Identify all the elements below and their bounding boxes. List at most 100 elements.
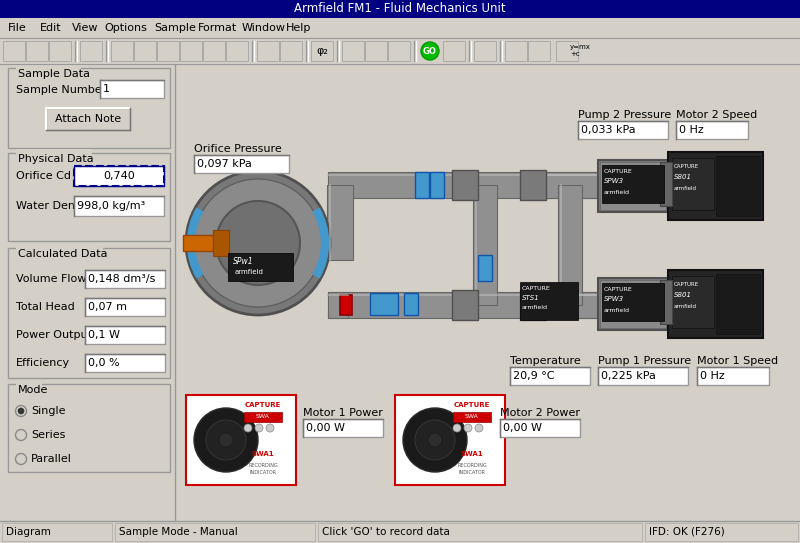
Bar: [520, 290, 546, 320]
Text: armfield: armfield: [674, 186, 697, 191]
Bar: [598, 160, 668, 212]
Text: RECORDING: RECORDING: [248, 463, 278, 468]
Bar: [49, 41, 71, 61]
Text: SWA: SWA: [256, 414, 270, 420]
Bar: [303, 419, 383, 437]
Text: 0,148 dm³/s: 0,148 dm³/s: [88, 274, 155, 284]
Circle shape: [428, 433, 442, 447]
Bar: [556, 41, 578, 61]
Bar: [16, 149, 91, 158]
Bar: [74, 196, 164, 216]
Text: Volume Flow: Volume Flow: [16, 274, 86, 284]
Text: 0,07 m: 0,07 m: [88, 302, 127, 312]
Circle shape: [421, 42, 439, 60]
Bar: [318, 523, 642, 541]
Text: 0,00 W: 0,00 W: [503, 423, 542, 433]
Bar: [228, 253, 293, 281]
Text: armfield: armfield: [604, 308, 630, 313]
Text: 20,9 °C: 20,9 °C: [513, 371, 554, 381]
Text: Efficiency: Efficiency: [16, 358, 70, 368]
Text: CAPTURE: CAPTURE: [522, 286, 550, 291]
Text: φ₂: φ₂: [316, 46, 328, 56]
Text: 0,1 W: 0,1 W: [88, 330, 120, 340]
Circle shape: [194, 408, 258, 472]
Text: armfield: armfield: [522, 305, 548, 310]
Text: INDICATOR: INDICATOR: [250, 470, 277, 475]
Bar: [194, 155, 289, 173]
Text: Water Density: Water Density: [16, 201, 95, 211]
Text: SWA1: SWA1: [461, 451, 483, 457]
Text: Attach Note: Attach Note: [55, 114, 121, 124]
Bar: [340, 295, 352, 315]
Text: armfield: armfield: [604, 190, 630, 195]
Bar: [528, 41, 550, 61]
Text: Options: Options: [104, 23, 147, 33]
Bar: [672, 276, 714, 328]
Bar: [257, 41, 279, 61]
Bar: [598, 278, 668, 330]
Bar: [26, 41, 48, 61]
Text: armfield: armfield: [674, 304, 697, 309]
Text: INDICATOR: INDICATOR: [458, 470, 486, 475]
Bar: [8, 384, 170, 472]
Text: Sample Number: Sample Number: [16, 85, 106, 95]
Bar: [668, 270, 763, 338]
Text: CAPTURE: CAPTURE: [604, 287, 633, 292]
Text: 1: 1: [103, 84, 110, 94]
Bar: [328, 172, 628, 198]
Circle shape: [219, 433, 233, 447]
Circle shape: [266, 424, 274, 432]
Bar: [645, 523, 798, 541]
Text: 0,00 W: 0,00 W: [306, 423, 345, 433]
Bar: [85, 354, 165, 372]
Text: 0,740: 0,740: [103, 171, 135, 181]
Bar: [280, 41, 302, 61]
Text: Pump 2 Pressure: Pump 2 Pressure: [578, 110, 671, 120]
Bar: [0, 0, 800, 18]
Text: S801: S801: [674, 174, 692, 180]
Bar: [600, 280, 666, 328]
Text: Diagram: Diagram: [6, 527, 51, 537]
Text: RECORDING: RECORDING: [457, 463, 487, 468]
Circle shape: [475, 424, 483, 432]
Bar: [520, 282, 578, 320]
Bar: [342, 41, 364, 61]
Bar: [388, 41, 410, 61]
Bar: [16, 244, 102, 253]
Circle shape: [194, 179, 322, 307]
Bar: [672, 158, 714, 210]
Text: CAPTURE: CAPTURE: [604, 169, 633, 174]
Text: SWA1: SWA1: [252, 451, 274, 457]
Text: 998,0 kg/m³: 998,0 kg/m³: [77, 201, 146, 211]
Bar: [453, 412, 491, 422]
Text: GO: GO: [423, 47, 437, 55]
Bar: [226, 41, 248, 61]
Text: 0,225 kPa: 0,225 kPa: [601, 371, 656, 381]
Text: Motor 1 Power: Motor 1 Power: [303, 408, 383, 418]
Text: 0,033 kPa: 0,033 kPa: [581, 125, 636, 135]
Bar: [244, 412, 282, 422]
Bar: [0, 521, 800, 543]
Bar: [115, 523, 315, 541]
Circle shape: [186, 171, 330, 315]
Bar: [660, 162, 672, 206]
Bar: [16, 64, 81, 73]
Text: 0 Hz: 0 Hz: [700, 371, 725, 381]
Bar: [183, 235, 213, 251]
Bar: [452, 290, 478, 320]
Bar: [500, 419, 580, 437]
Bar: [8, 68, 170, 148]
Circle shape: [18, 408, 24, 414]
Text: SPW3: SPW3: [604, 296, 624, 302]
Text: y=mx
+c: y=mx +c: [570, 45, 591, 58]
Bar: [545, 172, 600, 198]
Text: Pump 1 Pressure: Pump 1 Pressure: [598, 356, 691, 366]
Text: Motor 1 Speed: Motor 1 Speed: [697, 356, 778, 366]
Bar: [157, 41, 179, 61]
Bar: [505, 41, 527, 61]
Bar: [134, 41, 156, 61]
Text: 0,097 kPa: 0,097 kPa: [197, 159, 252, 169]
Bar: [80, 41, 102, 61]
Text: Sample Mode - Manual: Sample Mode - Manual: [119, 527, 238, 537]
Bar: [0, 38, 800, 64]
